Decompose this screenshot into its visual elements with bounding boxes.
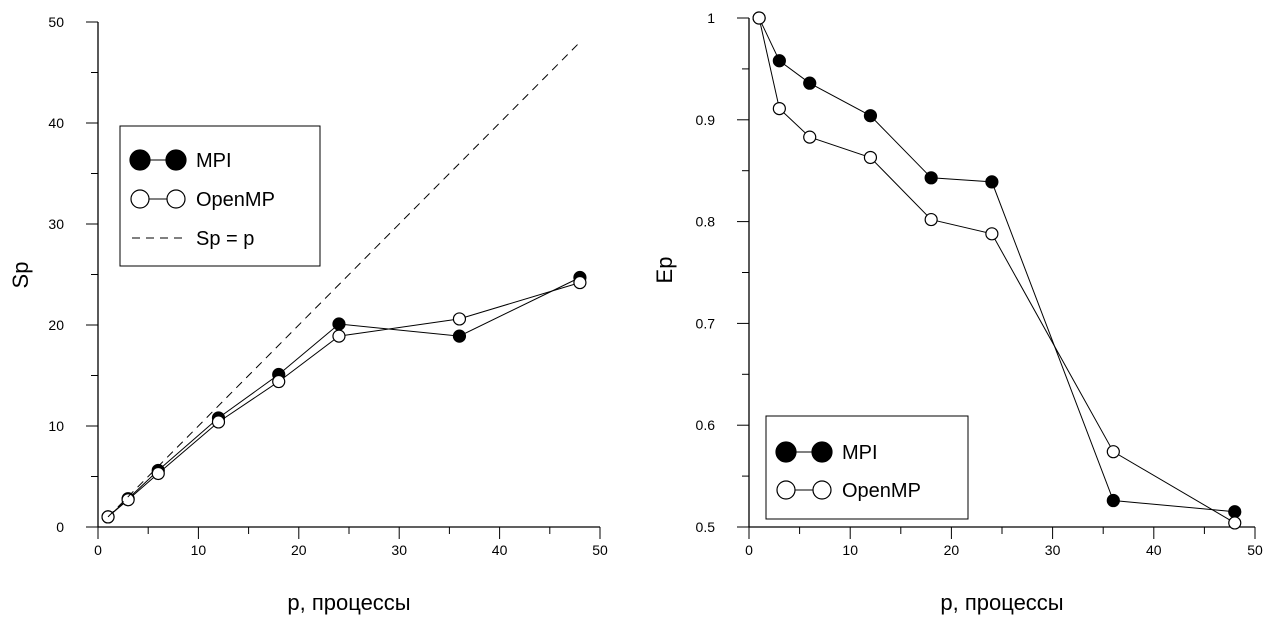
legend-item-2: Sp = p [132,228,254,250]
series-2 [107,41,581,518]
legend-box [765,415,969,520]
series-line [758,17,1236,524]
series-line [107,277,581,518]
legend-marker [775,441,797,463]
series-1 [752,11,1242,530]
data-point [803,130,817,144]
x-tick-label: 10 [842,542,858,558]
y-tick-label: 30 [48,216,64,232]
series-line [107,282,581,518]
legend: MPI OpenMP Sp = p [119,125,321,267]
legend: MPI OpenMP [765,415,969,520]
x-tick-label: 20 [944,542,960,558]
data-point [985,227,999,241]
legend-box [119,125,321,267]
x-axis-title: p, процессы [287,590,410,615]
x-tick-label: 0 [94,542,102,558]
series-1 [101,275,587,524]
x-axis-title: p, процессы [940,590,1063,615]
data-point [211,415,226,429]
x-tick-label: 40 [492,542,508,558]
chart-panel-2: 0 10 20 30 40 50 0.5 0.6 0.7 0.8 0.9 1 p, процессы Ep… [652,10,1263,615]
y-tick-label: 0.6 [696,417,716,433]
data-point [803,76,817,90]
series-0 [101,270,587,524]
legend-marker [165,149,187,171]
y-tick-label: 0.8 [696,214,716,230]
legend-item-1: OpenMP [776,480,921,502]
legend-item-1: OpenMP [130,189,275,211]
y-tick-label: 50 [48,14,64,30]
x-tick-label: 50 [1247,542,1263,558]
data-point [1228,516,1242,530]
y-tick-label: 1 [707,10,715,26]
data-point [121,493,135,507]
data-point [452,329,467,343]
y-tick-label: 0 [56,519,64,535]
legend-label: Sp = p [196,228,254,250]
legend-marker [811,441,833,463]
x-tick-label: 30 [391,542,407,558]
x-tick-label: 50 [592,542,608,558]
y-tick-label: 0.9 [696,112,716,128]
y-tick-label: 40 [48,115,64,131]
legend-label: OpenMP [196,189,275,211]
x-tick-label: 10 [191,542,207,558]
data-point [1106,445,1120,459]
data-point [772,54,786,68]
legend-marker [812,480,832,500]
legend-label: MPI [196,150,232,172]
y-tick-label: 0.5 [696,519,716,535]
data-point [752,11,766,25]
data-point [772,102,786,116]
x-tick-label: 30 [1045,542,1061,558]
x-tick-label: 40 [1146,542,1162,558]
chart-panel-1: 0 10 20 30 40 50 0 10 20 30 40 50 p, процессы Sp MPI Op… [8,14,608,615]
data-point [452,312,467,326]
legend-marker [129,149,151,171]
legend-marker [776,480,796,500]
y-axis-title: Sp [8,262,33,289]
data-point [151,466,165,481]
legend-marker [130,189,150,209]
data-point [573,275,587,290]
data-point [272,374,286,389]
data-point [924,171,938,185]
data-point [332,317,346,331]
y-tick-label: 20 [48,317,64,333]
y-axis-title: Ep [652,257,677,284]
legend-marker [166,189,186,209]
legend-label: OpenMP [842,480,921,502]
data-point [863,150,878,165]
series-line [107,41,581,518]
legend-label: MPI [842,442,878,464]
data-point [985,175,999,189]
data-point [863,109,878,123]
data-point [924,212,938,227]
y-tick-label: 0.7 [696,315,716,331]
x-tick-label: 0 [745,542,753,558]
data-point [332,329,346,343]
data-point [1228,505,1242,519]
x-tick-label: 20 [291,542,307,558]
data-point [1106,493,1120,508]
legend-item-0: MPI [129,149,232,172]
legend-item-0: MPI [775,441,878,464]
y-tick-label: 10 [48,418,64,434]
